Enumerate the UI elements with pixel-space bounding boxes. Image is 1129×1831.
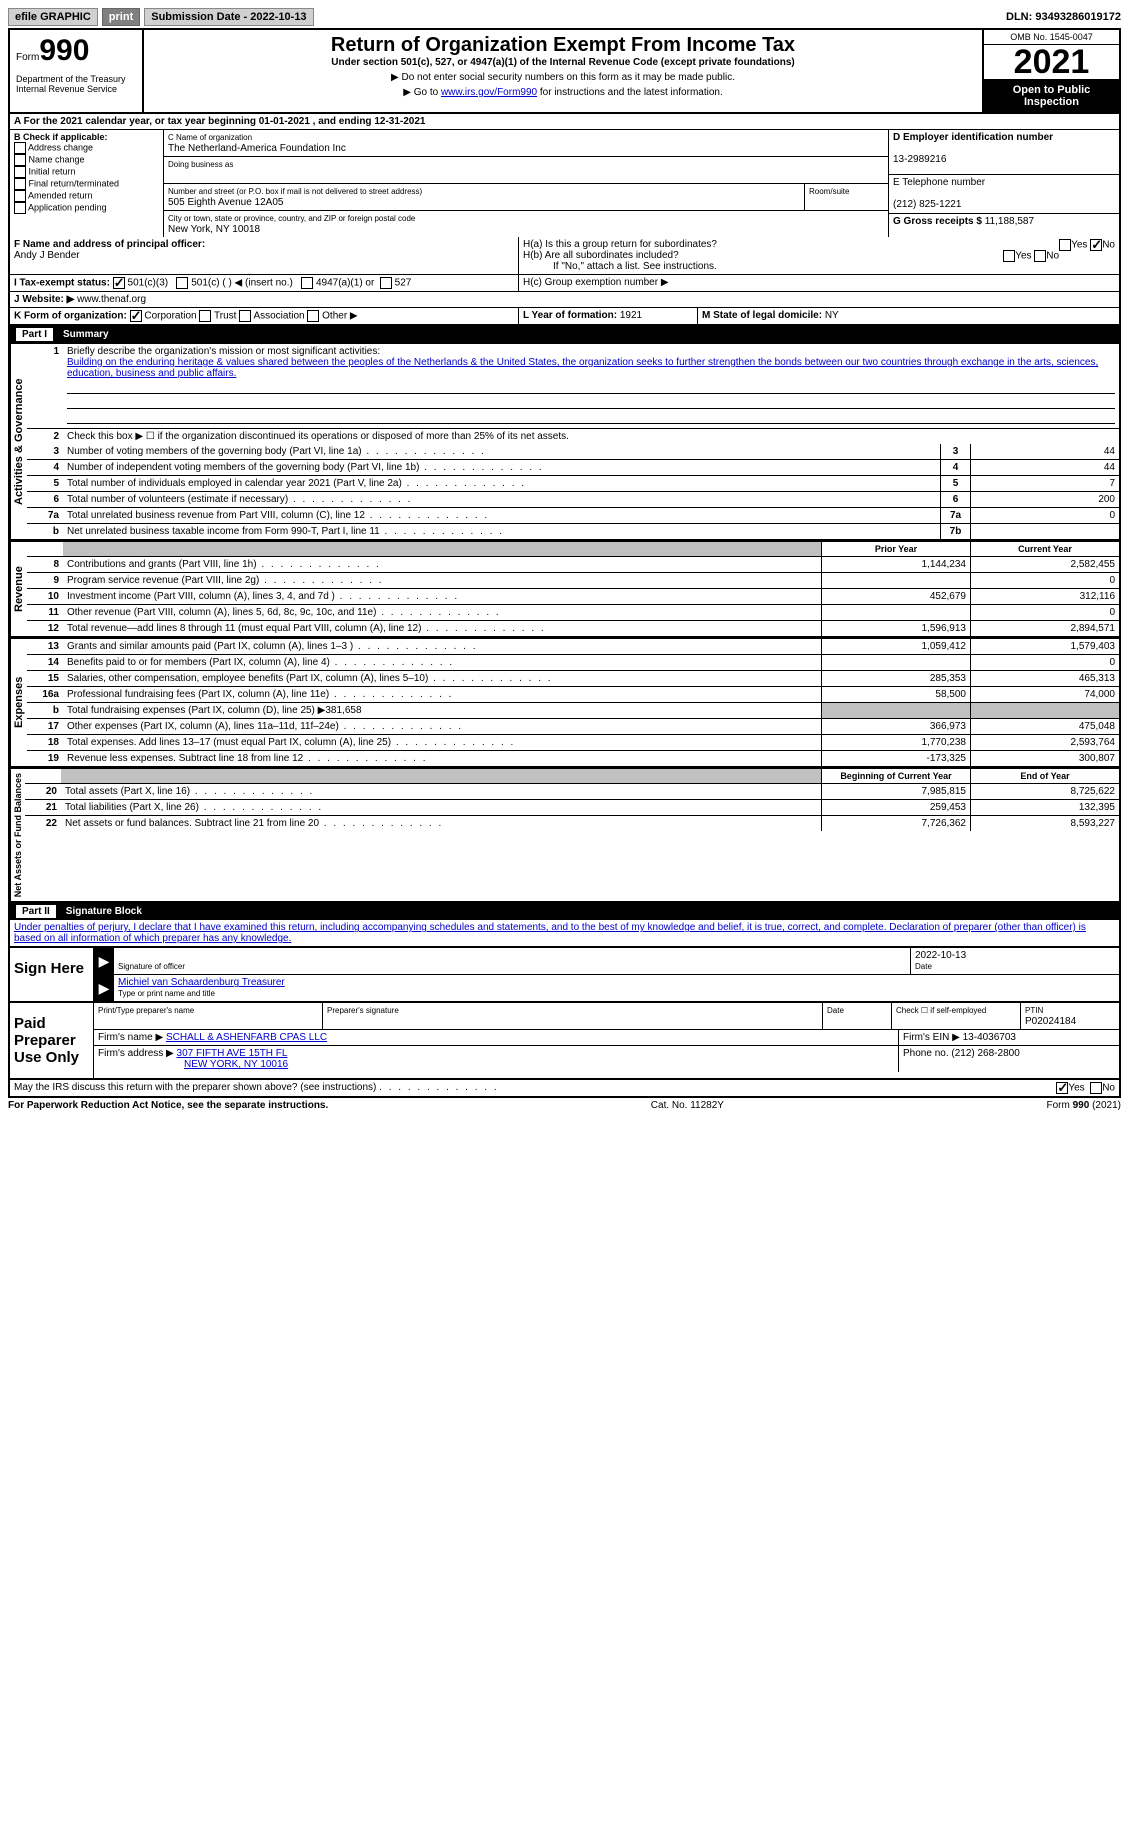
arrow-icon: ▶ [94,948,114,974]
form-label: Form [16,52,39,63]
part1-header: Part I Summary [8,326,1121,343]
expense-row: 19 Revenue less expenses. Subtract line … [27,751,1119,766]
revenue-row: 8 Contributions and grants (Part VIII, l… [27,557,1119,573]
gross-receipts: 11,188,587 [985,216,1034,227]
expense-row: 17 Other expenses (Part IX, column (A), … [27,719,1119,735]
officer-name-title: Michiel van Schaardenburg Treasurer [118,977,285,988]
vert-revenue: Revenue [10,542,27,636]
vert-expenses: Expenses [10,639,27,766]
header-subtitle: Under section 501(c), 527, or 4947(a)(1)… [148,57,978,68]
paid-preparer-label: Paid Preparer Use Only [10,1003,94,1078]
summary-row: 7a Total unrelated business revenue from… [27,508,1119,524]
submission-date-box: Submission Date - 2022-10-13 [144,8,313,26]
phone-value: (212) 825-1221 [893,199,961,210]
sign-here-label: Sign Here [10,948,94,1001]
box-hc: H(c) Group exemption number ▶ [519,275,1119,291]
expense-row: b Total fundraising expenses (Part IX, c… [27,703,1119,719]
box-k-form-org: K Form of organization: Corporation Trus… [10,308,519,324]
summary-row: b Net unrelated business taxable income … [27,524,1119,539]
officer-name: Andy J Bender [14,250,80,261]
firm-name: SCHALL & ASHENFARB CPAS LLC [166,1032,327,1043]
box-de-contact: D Employer identification number 13-2989… [889,130,1119,237]
ein-value: 13-2989216 [893,154,946,165]
header-note1: ▶ Do not enter social security numbers o… [148,72,978,83]
expense-row: 13 Grants and similar amounts paid (Part… [27,639,1119,655]
revenue-row: 9 Program service revenue (Part VIII, li… [27,573,1119,589]
page-footer: For Paperwork Reduction Act Notice, see … [8,1098,1121,1113]
dln-value: DLN: 93493286019172 [1006,11,1121,23]
expense-row: 15 Salaries, other compensation, employe… [27,671,1119,687]
mission-text[interactable]: Building on the enduring heritage & valu… [67,357,1098,379]
dept-treasury: Department of the Treasury Internal Reve… [16,74,136,94]
open-public-badge: Open to Public Inspection [984,80,1119,112]
summary-row: 3 Number of voting members of the govern… [27,444,1119,460]
box-a-period: A For the 2021 calendar year, or tax yea… [10,114,1119,130]
summary-row: 4 Number of independent voting members o… [27,460,1119,476]
org-city: New York, NY 10018 [168,224,260,235]
box-c-org-info: C Name of organization The Netherland-Am… [164,130,889,237]
box-m-state: M State of legal domicile: NY [698,308,1119,324]
netassets-row: 21 Total liabilities (Part X, line 26) 2… [25,800,1119,816]
header-title: Return of Organization Exempt From Incom… [148,34,978,57]
form-header: Form990 Department of the Treasury Inter… [8,28,1121,114]
irs-link[interactable]: www.irs.gov/Form990 [441,87,537,98]
summary-row: 6 Total number of volunteers (estimate i… [27,492,1119,508]
expense-row: 18 Total expenses. Add lines 13–17 (must… [27,735,1119,751]
efile-badge: efile GRAPHIC [8,8,98,26]
summary-row: 5 Total number of individuals employed i… [27,476,1119,492]
org-name: The Netherland-America Foundation Inc [168,143,346,154]
ptin-value: P02024184 [1025,1016,1076,1027]
revenue-row: 12 Total revenue—add lines 8 through 11 … [27,621,1119,636]
box-ha: H(a) Is this a group return for subordin… [523,239,1115,250]
revenue-row: 11 Other revenue (Part VIII, column (A),… [27,605,1119,621]
expense-row: 14 Benefits paid to or for members (Part… [27,655,1119,671]
expense-row: 16a Professional fundraising fees (Part … [27,687,1119,703]
firm-ein: 13-4036703 [963,1032,1016,1043]
top-bar: efile GRAPHIC print Submission Date - 20… [8,8,1121,26]
box-j-website: J Website: ▶ www.thenaf.org [10,292,1119,307]
firm-phone: (212) 268-2800 [951,1048,1019,1059]
tax-year: 2021 [984,45,1119,80]
netassets-row: 22 Net assets or fund balances. Subtract… [25,816,1119,831]
revenue-row: 10 Investment income (Part VIII, column … [27,589,1119,605]
netassets-row: 20 Total assets (Part X, line 16) 7,985,… [25,784,1119,800]
box-l-year: L Year of formation: 1921 [519,308,698,324]
arrow-icon: ▶ [94,975,114,1001]
print-button[interactable]: print [102,8,140,26]
discuss-row: May the IRS discuss this return with the… [8,1080,1121,1098]
sig-date: 2022-10-13 [915,950,966,961]
box-b-checklist: B Check if applicable: Address change Na… [10,130,164,237]
form-number: 990 [39,34,89,67]
declaration-text: Under penalties of perjury, I declare th… [8,920,1121,948]
part2-header: Part II Signature Block [8,903,1121,920]
box-hb: H(b) Are all subordinates included? Yes … [523,250,1115,261]
header-note2: ▶ Go to www.irs.gov/Form990 for instruct… [148,87,978,98]
vert-netassets: Net Assets or Fund Balances [10,769,25,901]
vert-activities: Activities & Governance [10,344,27,539]
org-address: 505 Eighth Avenue 12A05 [168,197,283,208]
